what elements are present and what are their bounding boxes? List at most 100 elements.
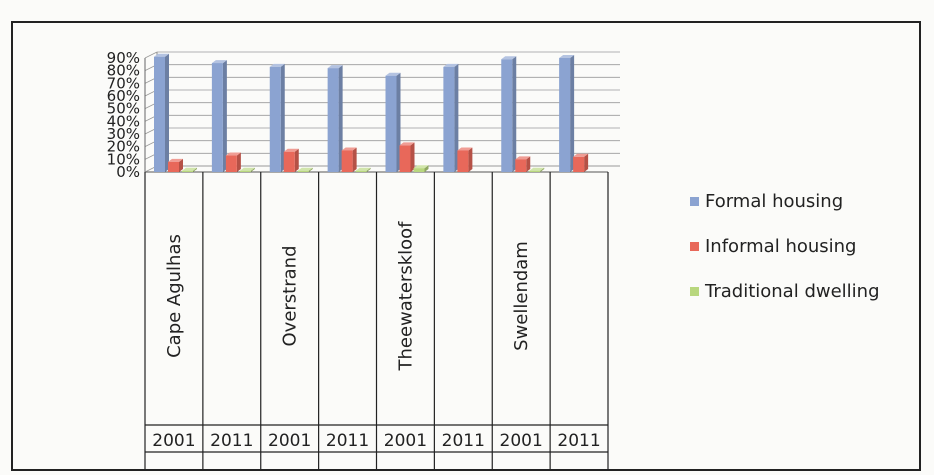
gridline-side — [144, 51, 158, 59]
bar-informal-housing-side — [294, 148, 299, 172]
bar-traditional-dwelling-top — [239, 167, 255, 171]
y-tick-label: 80% — [107, 62, 140, 80]
bar-informal-housing — [168, 161, 179, 172]
municipality-label: Cape Agulhas — [164, 234, 185, 358]
category-table: 2001 2011 2001 2011 2001 2011 2001 2011 Cape Agu… — [144, 172, 609, 470]
bar-formal-housing-top — [269, 63, 285, 67]
bar-formal-housing — [501, 59, 513, 173]
bar-formal-housing — [327, 68, 339, 172]
bar-traditional-dwelling-top — [355, 167, 371, 171]
bar-traditional-dwelling — [297, 170, 309, 172]
bar-informal-housing-top — [515, 156, 531, 160]
bar-formal-housing — [154, 56, 165, 172]
bar-formal-housing — [443, 66, 455, 172]
bar-formal-housing-side — [454, 63, 459, 172]
informal-housing-swatch — [690, 241, 699, 251]
bar-formal-housing — [385, 75, 397, 172]
y-tick-label: 40% — [107, 112, 140, 130]
bar-traditional-dwelling-side — [424, 165, 429, 172]
bar-informal-housing-side — [468, 147, 473, 172]
y-tick-label: 30% — [107, 125, 140, 143]
y-tick-label: 70% — [107, 74, 140, 92]
bar-formal-housing-side — [570, 55, 575, 172]
bar-formal-housing-top — [211, 60, 227, 64]
bar-traditional-dwelling-side — [193, 167, 197, 172]
bar-traditional-dwelling-side — [540, 167, 545, 172]
bar-informal-housing-top — [341, 147, 357, 151]
bar-informal-housing-side — [526, 156, 531, 172]
y-tick-label: 0% — [116, 163, 140, 181]
bar-informal-housing-top — [283, 148, 299, 152]
year-label: 2001 — [500, 431, 543, 451]
bar-traditional-dwelling — [413, 168, 425, 172]
y-axis-ticks: 0%10%20%30%40%50%60%70%80%90% — [107, 49, 146, 181]
bar-informal-housing-side — [410, 142, 415, 172]
bar-traditional-dwelling-side — [366, 167, 371, 172]
bar-traditional-dwelling-side — [250, 167, 255, 172]
bar-formal-housing-top — [385, 72, 401, 76]
bars — [154, 53, 589, 173]
year-label: 2001 — [268, 431, 311, 451]
bar-informal-housing-side — [179, 158, 183, 172]
bar-informal-housing-side — [236, 152, 241, 172]
legend-label-traditional-dwelling: Traditional dwelling — [705, 280, 880, 302]
bar-informal-housing — [573, 156, 585, 172]
legend-item-traditional-dwelling: Traditional dwelling — [690, 278, 930, 304]
legend-label-informal-housing: Informal housing — [705, 235, 857, 257]
legend-item-informal-housing: Informal housing — [690, 233, 930, 259]
municipality-label: Swellendam — [511, 241, 532, 351]
bar-formal-housing-top — [327, 65, 343, 69]
y-tick-label: 20% — [107, 138, 140, 156]
year-label: 2011 — [326, 431, 369, 451]
y-tick-label: 50% — [107, 100, 140, 118]
year-label: 2011 — [557, 431, 600, 451]
year-label: 2011 — [210, 431, 253, 451]
bar-informal-housing-top — [573, 153, 589, 157]
bar-traditional-dwelling — [239, 170, 251, 172]
bar-formal-housing — [211, 63, 223, 172]
legend-item-formal-housing: Formal housing — [690, 188, 930, 214]
bar-traditional-dwelling-top — [529, 167, 545, 171]
y-tick-label: 90% — [107, 49, 140, 67]
bar-informal-housing — [283, 151, 295, 172]
bar-traditional-dwelling-top — [182, 167, 197, 171]
bar-informal-housing-side — [584, 153, 589, 172]
bar-formal-housing-top — [559, 55, 575, 58]
y-tick-label: 10% — [107, 150, 140, 168]
bar-traditional-dwelling-side — [308, 167, 313, 172]
legend: Formal housing Informal housing Traditio… — [690, 188, 930, 323]
year-label: 2001 — [152, 431, 195, 451]
traditional-dwelling-swatch — [690, 286, 699, 296]
bar-formal-housing-side — [280, 63, 285, 172]
bar-informal-housing-top — [168, 158, 183, 162]
bar-traditional-dwelling — [355, 170, 367, 172]
bar-formal-housing-side — [338, 65, 343, 172]
bar-formal-housing — [269, 66, 281, 172]
bar-informal-housing — [457, 150, 469, 172]
bar-informal-housing-top — [399, 142, 415, 146]
municipality-label: Overstrand — [280, 246, 301, 347]
bar-informal-housing — [515, 159, 527, 172]
bar-formal-housing-side — [165, 53, 169, 172]
formal-housing-swatch — [690, 196, 699, 206]
chart-frame — [11, 21, 921, 471]
year-label: 2001 — [384, 431, 427, 451]
bar-formal-housing — [559, 58, 571, 172]
bar-informal-housing — [399, 145, 411, 172]
municipality-label: Theewaterskloof — [395, 221, 416, 372]
bar-traditional-dwelling-top — [297, 167, 313, 171]
bar-traditional-dwelling — [182, 170, 193, 172]
legend-label-formal-housing: Formal housing — [705, 190, 844, 212]
bar-formal-housing-top — [154, 53, 169, 57]
bar-formal-housing-side — [512, 56, 517, 173]
bar-informal-housing-top — [225, 152, 241, 156]
bar-informal-housing-top — [457, 147, 473, 151]
bar-informal-housing-side — [352, 147, 357, 172]
bar-informal-housing — [225, 155, 237, 172]
bar-informal-housing — [341, 150, 353, 172]
y-tick-label: 60% — [107, 87, 140, 105]
year-label: 2011 — [442, 431, 485, 451]
bar-traditional-dwelling-top — [413, 165, 429, 169]
